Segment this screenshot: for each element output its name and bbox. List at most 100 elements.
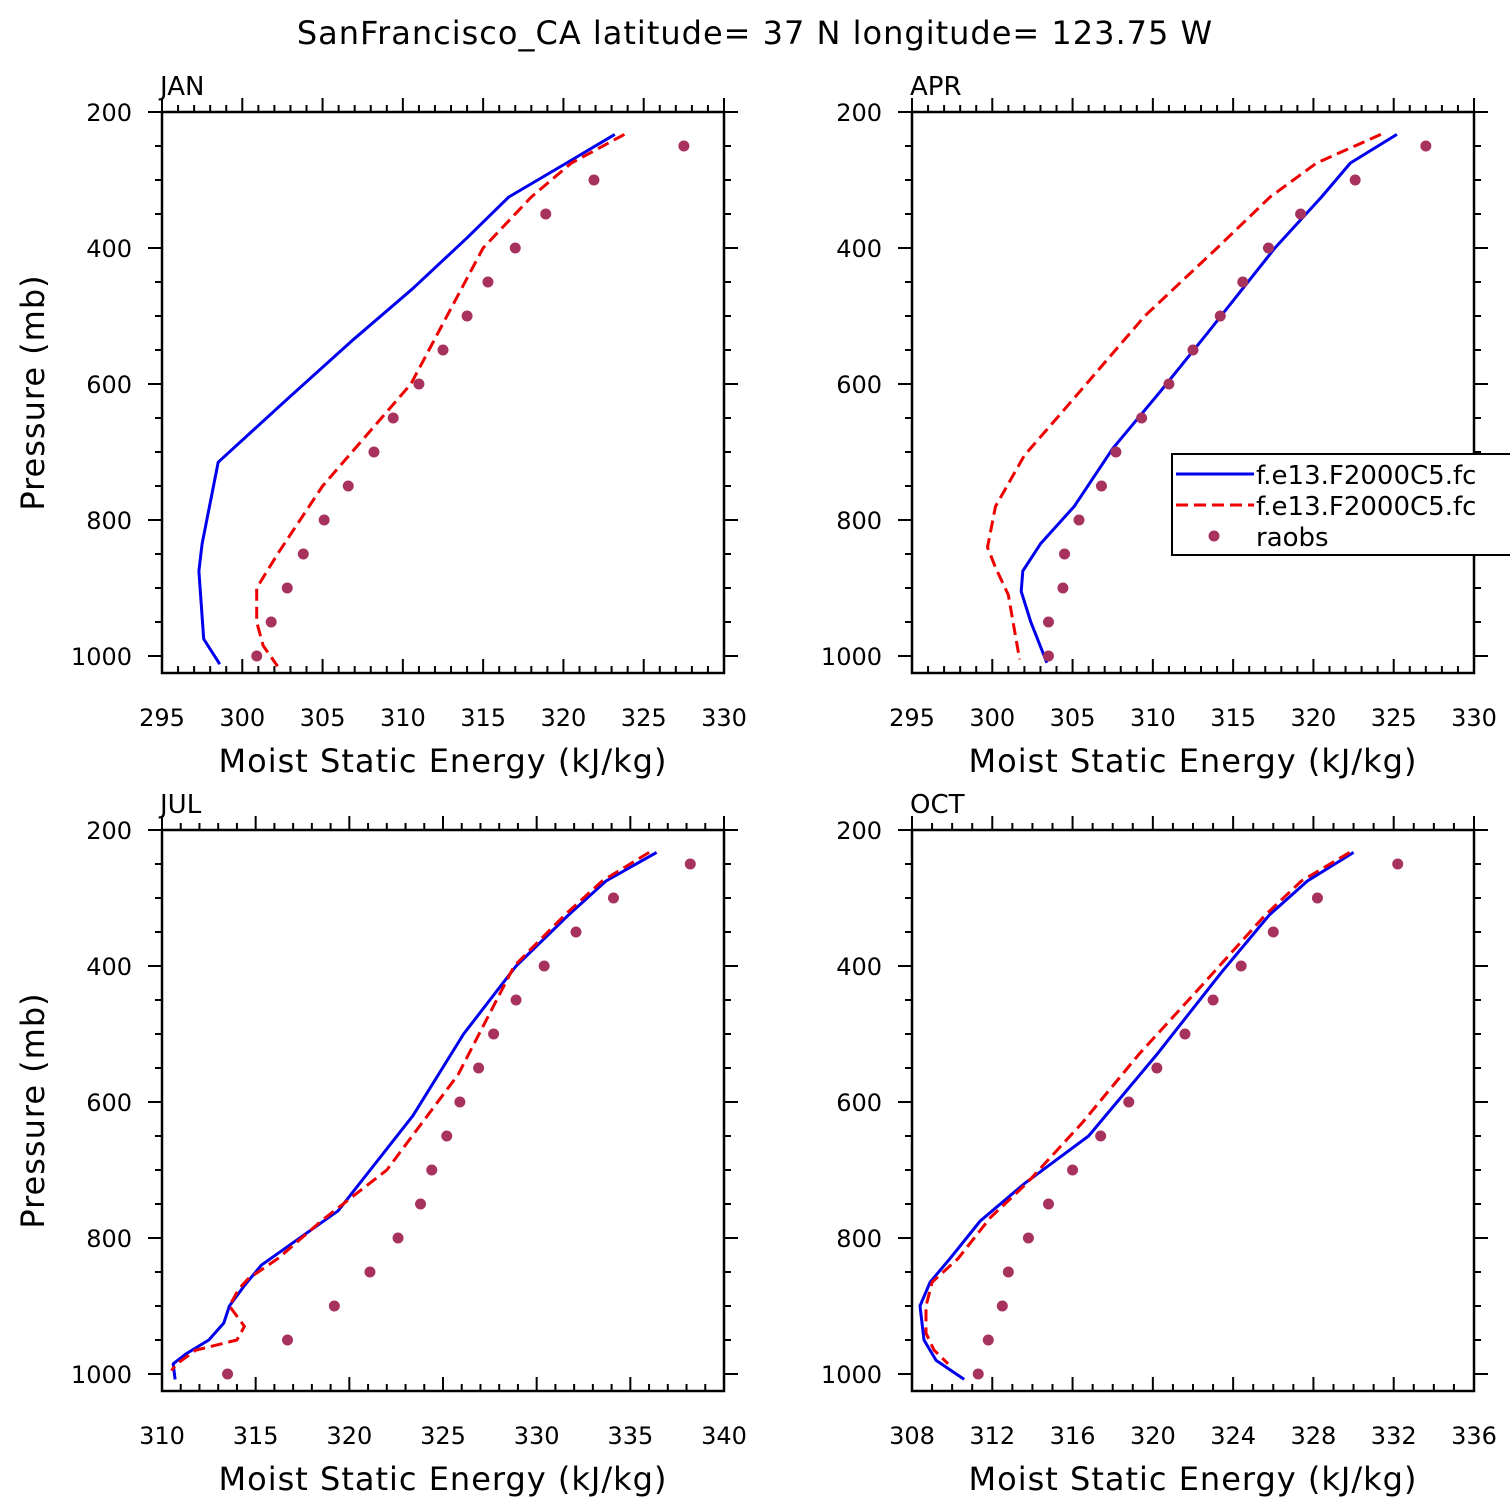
raobs-point	[222, 1368, 234, 1380]
panel-label: OCT	[910, 790, 965, 820]
raobs-point	[437, 344, 449, 356]
raobs-point	[413, 378, 425, 390]
x-axis-title: Moist Static Energy (kJ/kg)	[969, 1460, 1418, 1498]
panel-jul: JUL 310 315 320 325 330 335 340 200 400 600 800 1000…	[14, 790, 747, 1498]
x-axis-title: Moist Static Energy (kJ/kg)	[969, 742, 1418, 780]
x-tick-label: 332	[1371, 1422, 1417, 1450]
raobs-point	[1295, 208, 1307, 220]
raobs-point	[1237, 276, 1249, 288]
x-tick-label: 315	[233, 1422, 279, 1450]
raobs-point	[364, 1266, 376, 1278]
raobs-point	[1042, 1198, 1054, 1210]
y-tick-label: 200	[836, 99, 882, 127]
raobs-point	[982, 1334, 994, 1346]
raobs-point	[1110, 446, 1122, 458]
legend-label-model2: f.e13.F2000C5.fc	[1256, 492, 1476, 522]
y-tick-label: 800	[836, 507, 882, 535]
series-line-2	[986, 133, 1382, 660]
raobs-point	[1151, 1062, 1163, 1074]
raobs-point	[1095, 1130, 1107, 1142]
y-tick-label: 400	[836, 953, 882, 981]
y-tick-label: 200	[86, 99, 132, 127]
raobs-point	[1235, 960, 1247, 972]
raobs-point	[473, 1062, 485, 1074]
series-line-1	[171, 851, 658, 1380]
raobs-point	[1392, 858, 1404, 870]
raobs-point	[488, 1028, 500, 1040]
y-tick-label: 1000	[821, 1361, 882, 1389]
figure-title: SanFrancisco_CA latitude= 37 N longitude…	[297, 14, 1213, 52]
y-tick-label: 600	[86, 371, 132, 399]
raobs-point	[538, 960, 550, 972]
raobs-point	[1042, 616, 1054, 628]
raobs-point	[607, 892, 619, 904]
legend-label-model1: f.e13.F2000C5.fc	[1256, 461, 1476, 491]
raobs-point	[1262, 242, 1274, 254]
raobs-point	[297, 548, 309, 560]
raobs-point	[1207, 994, 1219, 1006]
raobs-point	[509, 242, 521, 254]
y-tick-label: 400	[86, 235, 132, 263]
y-tick-label: 800	[836, 1225, 882, 1253]
y-tick-label: 1000	[71, 1361, 132, 1389]
raobs-point	[1267, 926, 1279, 938]
x-tick-label: 320	[541, 704, 587, 732]
series-line-1	[918, 851, 1355, 1381]
legend-box	[1171, 453, 1510, 556]
raobs-point	[368, 446, 380, 458]
raobs-point	[1042, 650, 1054, 662]
raobs-point	[1163, 378, 1175, 390]
panel-label: JAN	[158, 72, 204, 102]
x-tick-label: 325	[621, 704, 667, 732]
x-tick-label: 305	[300, 704, 346, 732]
x-tick-label: 300	[969, 704, 1015, 732]
x-tick-label: 310	[139, 1422, 185, 1450]
raobs-point	[972, 1368, 984, 1380]
x-tick-label: 308	[889, 1422, 935, 1450]
x-tick-label: 328	[1291, 1422, 1337, 1450]
x-tick-label: 325	[1371, 704, 1417, 732]
raobs-point	[1179, 1028, 1191, 1040]
raobs-point	[318, 514, 330, 526]
raobs-point	[1057, 582, 1069, 594]
x-tick-label: 315	[1210, 704, 1256, 732]
legend-marker-raobs	[1208, 530, 1220, 542]
y-tick-label: 1000	[821, 643, 882, 671]
x-tick-label: 315	[460, 704, 506, 732]
x-axis-title: Moist Static Energy (kJ/kg)	[219, 1460, 668, 1498]
raobs-point	[282, 1334, 294, 1346]
raobs-point	[588, 174, 600, 186]
raobs-point	[387, 412, 399, 424]
raobs-point	[461, 310, 473, 322]
raobs-point	[441, 1130, 453, 1142]
x-tick-label: 312	[969, 1422, 1015, 1450]
x-tick-label: 330	[1451, 704, 1497, 732]
panel-label: JUL	[158, 790, 202, 820]
raobs-point	[510, 994, 522, 1006]
x-tick-label: 300	[219, 704, 265, 732]
plot-frame	[910, 828, 1476, 1393]
raobs-point	[342, 480, 354, 492]
x-tick-label: 305	[1050, 704, 1096, 732]
plot-frame	[160, 828, 726, 1393]
x-tick-label: 320	[1130, 1422, 1176, 1450]
x-tick-label: 310	[380, 704, 426, 732]
panel-oct: OCT 308 312 316 320 324 328 332 336 200 400 600 800 1…	[821, 790, 1497, 1498]
raobs-point	[281, 582, 293, 594]
raobs-point	[1022, 1232, 1034, 1244]
x-tick-label: 340	[701, 1422, 747, 1450]
raobs-point	[482, 276, 494, 288]
raobs-point	[426, 1164, 438, 1176]
panel-jan: JAN 295 300 305 310 315 320 325 330 200 400 600 800 1…	[14, 72, 747, 780]
x-tick-label: 324	[1210, 1422, 1256, 1450]
y-tick-label: 400	[86, 953, 132, 981]
x-tick-label: 325	[420, 1422, 466, 1450]
raobs-point	[328, 1300, 340, 1312]
y-tick-label: 400	[836, 235, 882, 263]
x-axis-title: Moist Static Energy (kJ/kg)	[219, 742, 668, 780]
x-tick-label: 295	[889, 704, 935, 732]
raobs-point	[265, 616, 277, 628]
y-axis-title: Pressure (mb)	[14, 274, 52, 510]
x-tick-label: 316	[1050, 1422, 1096, 1450]
